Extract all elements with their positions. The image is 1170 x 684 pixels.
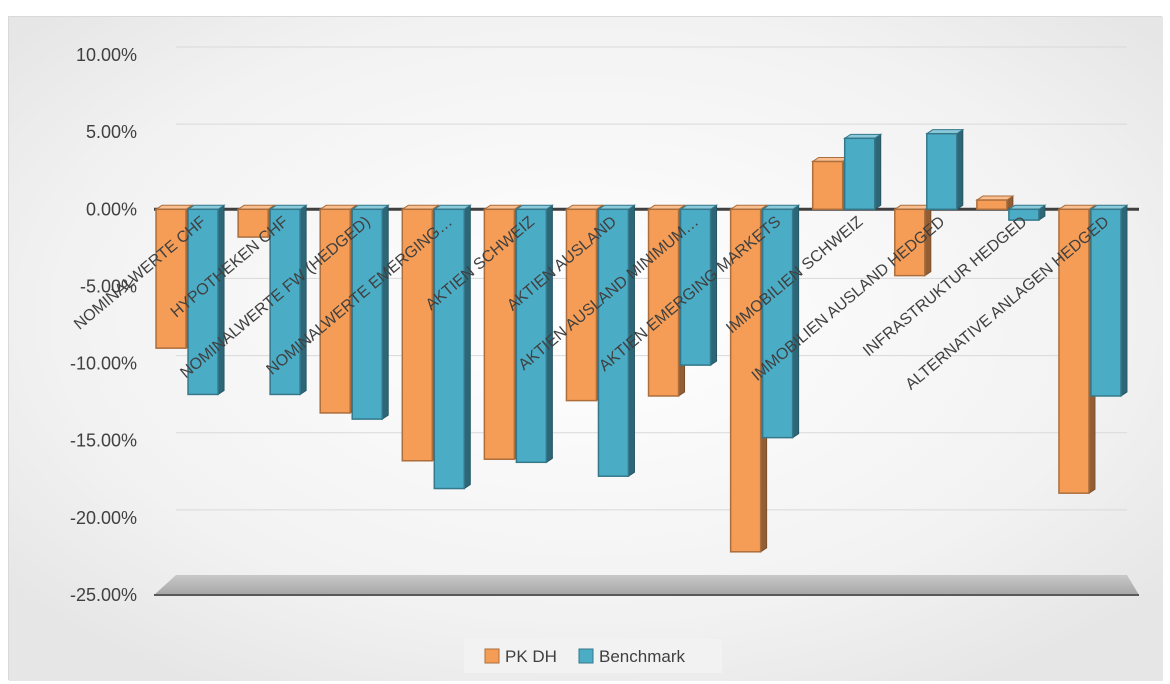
y-tick-label: 0.00% — [86, 199, 137, 219]
bar-benchmark — [268, 204, 308, 396]
bar-benchmark — [1007, 204, 1047, 222]
bar-pk-dh — [811, 156, 851, 211]
chart-floor — [154, 575, 1139, 595]
chart-frame: 10.00% 5.00% 0.00% -5.00% -10.00% -15.00% -20.… — [8, 16, 1163, 681]
bar-benchmark — [843, 133, 883, 211]
bar-benchmark — [1089, 204, 1129, 397]
legend-label: PK DH — [505, 647, 557, 666]
bar-pk-dh — [975, 195, 1015, 211]
bar-benchmark — [760, 204, 801, 439]
bar-benchmark — [432, 204, 472, 490]
y-tick-label: 10.00% — [76, 45, 137, 65]
bar-benchmark — [596, 204, 637, 478]
legend-swatch — [578, 648, 594, 664]
y-tick-label: -15.00% — [70, 431, 137, 451]
y-tick-label: 5.00% — [86, 122, 137, 142]
bar-chart: 10.00% 5.00% 0.00% -5.00% -10.00% -15.00% -20.… — [9, 17, 1163, 681]
bar-benchmark — [925, 128, 965, 211]
bar-pk-dh — [893, 204, 933, 277]
bar-benchmark — [678, 204, 719, 367]
y-tick-label: -10.00% — [70, 354, 137, 374]
legend-swatch — [484, 648, 500, 664]
y-tick-label: -20.00% — [70, 508, 137, 528]
y-tick-label: -25.00% — [70, 585, 137, 605]
y-tick-label: -5.00% — [80, 276, 137, 296]
bar-benchmark — [514, 204, 555, 464]
bar-benchmark — [186, 204, 226, 396]
bar-benchmark — [350, 204, 390, 421]
legend-label: Benchmark — [599, 647, 685, 666]
